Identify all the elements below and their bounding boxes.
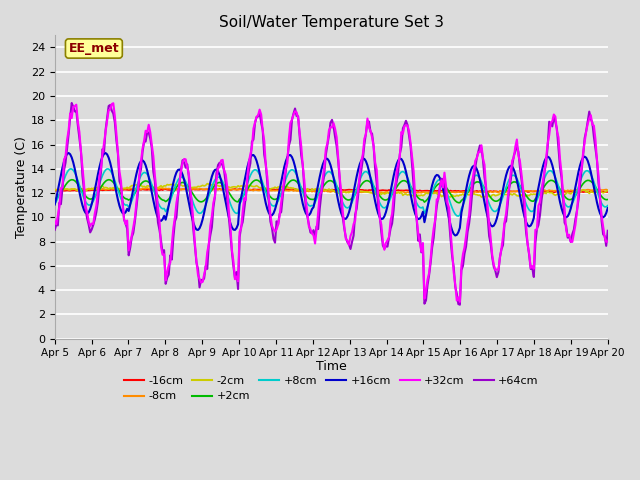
+32cm — [236, 229, 243, 235]
+2cm — [51, 196, 59, 202]
+8cm — [103, 166, 111, 172]
Line: +16cm: +16cm — [55, 153, 608, 236]
+32cm — [576, 172, 584, 178]
-2cm — [236, 184, 243, 190]
+2cm — [576, 185, 584, 191]
-16cm — [51, 188, 59, 193]
+16cm — [451, 233, 459, 239]
+8cm — [217, 176, 225, 182]
-16cm — [118, 187, 126, 193]
+64cm — [294, 113, 302, 119]
+32cm — [456, 299, 464, 305]
-2cm — [294, 187, 302, 192]
+64cm — [245, 168, 253, 174]
+8cm — [294, 176, 302, 181]
Legend: -16cm, -8cm, -2cm, +2cm, +8cm, +16cm, +32cm, +64cm: -16cm, -8cm, -2cm, +2cm, +8cm, +16cm, +3… — [120, 372, 543, 406]
Line: +8cm: +8cm — [55, 169, 608, 216]
-8cm — [576, 188, 584, 193]
+64cm — [51, 227, 59, 233]
+16cm — [65, 150, 72, 156]
-8cm — [143, 185, 151, 191]
+8cm — [576, 179, 584, 185]
-2cm — [118, 186, 126, 192]
-8cm — [294, 188, 302, 194]
-8cm — [236, 187, 243, 192]
+16cm — [217, 178, 225, 183]
Line: +2cm: +2cm — [55, 180, 608, 203]
+2cm — [604, 197, 612, 203]
+2cm — [245, 184, 253, 190]
+32cm — [294, 115, 302, 121]
-16cm — [217, 187, 225, 192]
+16cm — [51, 202, 59, 207]
-2cm — [477, 194, 485, 200]
+64cm — [576, 182, 584, 188]
-8cm — [118, 186, 126, 192]
+16cm — [245, 159, 253, 165]
+64cm — [217, 161, 225, 167]
+16cm — [294, 178, 302, 184]
-16cm — [576, 189, 584, 195]
+2cm — [456, 200, 464, 205]
+32cm — [120, 216, 128, 222]
+2cm — [236, 196, 243, 202]
+16cm — [120, 211, 128, 216]
+8cm — [454, 213, 462, 219]
+2cm — [105, 177, 113, 182]
Line: -8cm: -8cm — [55, 188, 608, 193]
+2cm — [294, 180, 302, 186]
+32cm — [217, 157, 225, 163]
-8cm — [428, 190, 436, 196]
-2cm — [576, 190, 584, 195]
-2cm — [245, 183, 253, 189]
+8cm — [245, 177, 253, 182]
+16cm — [236, 202, 243, 207]
+8cm — [120, 201, 128, 207]
+64cm — [236, 234, 243, 240]
X-axis label: Time: Time — [316, 360, 347, 373]
Line: +64cm: +64cm — [55, 103, 608, 305]
Y-axis label: Temperature (C): Temperature (C) — [15, 136, 28, 238]
-16cm — [245, 187, 253, 192]
-16cm — [550, 190, 557, 195]
+64cm — [68, 100, 76, 106]
+32cm — [109, 100, 117, 106]
-2cm — [204, 181, 211, 187]
-16cm — [604, 189, 612, 195]
Text: EE_met: EE_met — [68, 42, 119, 55]
+8cm — [236, 201, 243, 207]
Line: +32cm: +32cm — [55, 103, 608, 302]
-16cm — [216, 186, 223, 192]
+64cm — [456, 302, 464, 308]
Title: Soil/Water Temperature Set 3: Soil/Water Temperature Set 3 — [219, 15, 444, 30]
Line: -2cm: -2cm — [55, 184, 608, 197]
+64cm — [604, 228, 612, 234]
-8cm — [217, 187, 225, 192]
Line: -16cm: -16cm — [55, 189, 608, 192]
+8cm — [604, 203, 612, 208]
+8cm — [51, 201, 59, 206]
+16cm — [576, 163, 584, 168]
+32cm — [51, 218, 59, 224]
+32cm — [604, 239, 612, 244]
+32cm — [245, 159, 253, 165]
-8cm — [245, 187, 253, 192]
-8cm — [51, 187, 59, 192]
+2cm — [120, 195, 128, 201]
+2cm — [217, 180, 225, 186]
-16cm — [236, 186, 243, 192]
-2cm — [217, 183, 225, 189]
-16cm — [294, 187, 302, 193]
-2cm — [51, 187, 59, 192]
+16cm — [604, 205, 612, 211]
+64cm — [120, 217, 128, 223]
-8cm — [604, 187, 612, 193]
-2cm — [604, 188, 612, 193]
